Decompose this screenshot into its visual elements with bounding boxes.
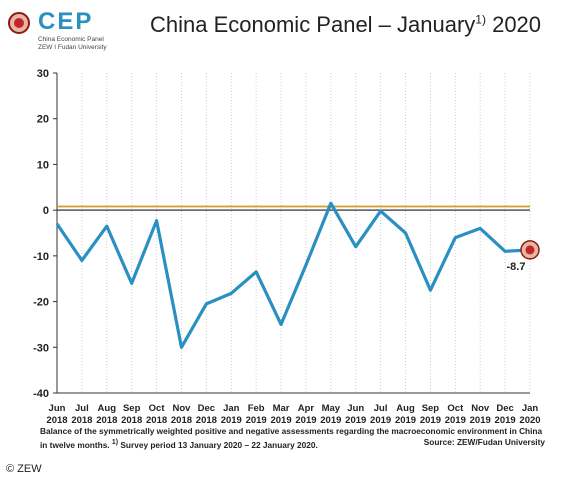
x-tick-label-year: 2018	[96, 415, 117, 426]
chart-title-year: 2020	[485, 12, 542, 37]
logo-name: CEP	[38, 8, 94, 35]
y-tick-label: 0	[43, 205, 49, 217]
x-tick-label-year: 2018	[196, 415, 217, 426]
chart-caption: Balance of the symmetrically weighted po…	[40, 426, 545, 451]
x-tick-label-month: Aug	[98, 403, 117, 414]
x-tick-label-year: 2018	[121, 415, 142, 426]
x-tick-label-year: 2020	[519, 415, 540, 426]
caption-footnote: 1)	[111, 439, 119, 446]
x-tick-label-month: May	[322, 403, 341, 414]
x-tick-label-year: 2018	[71, 415, 92, 426]
caption-survey-period: Survey period 13 January 2020 – 22 Janua…	[118, 439, 318, 450]
line-chart: 3020100-10-20-30-40Jun2018Jul2018Aug2018…	[33, 68, 540, 426]
copyright: © ZEW	[6, 463, 42, 475]
x-tick-label-year: 2019	[445, 415, 466, 426]
x-tick-label-month: Nov	[471, 403, 490, 414]
x-tick-label-month: Jul	[75, 403, 89, 414]
logo-subtitle-line2: ZEW I Fudan University	[38, 44, 107, 51]
x-tick-label-month: Jan	[223, 403, 240, 414]
series-line	[55, 201, 531, 349]
last-value-label: -8.7	[507, 261, 526, 273]
x-tick-label-year: 2019	[420, 415, 441, 426]
last-point-marker-dot	[525, 245, 535, 255]
y-tick-label: -30	[33, 342, 49, 354]
logo-emblem-dot	[14, 18, 24, 28]
x-tick-label-year: 2019	[470, 415, 491, 426]
x-tick-label-month: Sep	[123, 403, 141, 414]
chart-title-text: China Economic Panel – January	[150, 12, 476, 37]
x-tick-label-year: 2019	[246, 415, 267, 426]
x-tick-label-month: Jun	[347, 403, 364, 414]
x-tick-label-year: 2019	[320, 415, 341, 426]
x-tick-label-month: Nov	[172, 403, 191, 414]
x-tick-label-year: 2019	[395, 415, 416, 426]
x-tick-label-year: 2019	[345, 415, 366, 426]
x-tick-label-month: Mar	[273, 403, 290, 414]
caption-source: Source: ZEW/Fudan University	[423, 437, 545, 447]
x-tick-label-month: Jul	[374, 403, 388, 414]
x-tick-label-month: Oct	[149, 403, 166, 414]
x-tick-label-month: Sep	[422, 403, 440, 414]
x-tick-label-month: Jan	[522, 403, 539, 414]
x-tick-label-year: 2018	[46, 415, 67, 426]
x-tick-label-month: Dec	[496, 403, 513, 414]
x-tick-label-year: 2018	[171, 415, 192, 426]
x-tick-label-year: 2018	[146, 415, 167, 426]
cep-logo: CEP China Economic Panel ZEW I Fudan Uni…	[8, 8, 128, 51]
x-tick-label-month: Dec	[198, 403, 215, 414]
y-tick-label: 30	[37, 68, 49, 80]
x-tick-label-month: Oct	[447, 403, 464, 414]
y-tick-label: -10	[33, 251, 49, 263]
chart-title-footnote: 1)	[475, 12, 486, 27]
x-tick-label-month: Aug	[396, 403, 415, 414]
y-tick-label: 20	[37, 114, 49, 126]
x-tick-label-year: 2019	[221, 415, 242, 426]
x-tick-label-month: Apr	[298, 403, 315, 414]
x-tick-label-year: 2019	[370, 415, 391, 426]
chart-title: China Economic Panel – January1) 2020	[150, 12, 541, 38]
y-tick-label: -20	[33, 297, 49, 309]
x-tick-label-year: 2019	[270, 415, 291, 426]
y-tick-label: -40	[33, 388, 49, 400]
x-tick-label-year: 2019	[495, 415, 516, 426]
y-tick-label: 10	[37, 159, 49, 171]
logo-subtitle-line1: China Economic Panel	[38, 36, 104, 43]
x-tick-label-month: Feb	[248, 403, 265, 414]
x-tick-label-year: 2019	[295, 415, 316, 426]
caption-text: Balance of the symmetrically weighted po…	[40, 426, 543, 450]
x-tick-label-month: Jun	[49, 403, 66, 414]
